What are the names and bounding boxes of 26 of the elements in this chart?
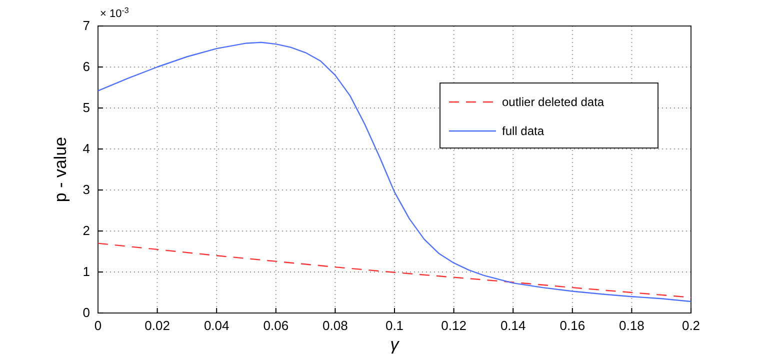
y-tick-label: 1 xyxy=(82,264,90,280)
x-tick-label: 0.16 xyxy=(560,318,586,334)
line-series xyxy=(97,242,692,298)
x-tick-label: 0.2 xyxy=(682,318,700,334)
x-axis-title: γ xyxy=(390,335,400,354)
legend-label: full data xyxy=(502,124,544,138)
y-tick-label: 0 xyxy=(82,305,90,320)
y-tick-label: 2 xyxy=(82,223,90,238)
line-series xyxy=(97,42,692,302)
x-tick-label: 0.12 xyxy=(441,318,466,334)
y-tick-label: 6 xyxy=(82,59,90,74)
y-tick-label: 7 xyxy=(82,18,90,34)
y-tick-label: 5 xyxy=(82,100,90,116)
x-tick-label: 0.1 xyxy=(385,318,404,334)
x-tick-label: 0.14 xyxy=(500,318,526,334)
y-tick-label: 3 xyxy=(82,182,90,198)
y-axis-title: p - value xyxy=(51,136,70,202)
text: × 10$^{-3}$ xyxy=(100,6,130,20)
x-tick-label: 0.08 xyxy=(322,318,348,334)
y-tick-label: 4 xyxy=(82,141,90,156)
x-tick-label: 0.04 xyxy=(204,318,230,334)
legend-label: outlier deleted data xyxy=(502,95,604,109)
x-tick-label: 0.18 xyxy=(619,318,644,334)
x-tick-label: 0.02 xyxy=(144,318,170,334)
x-tick-label: 0.06 xyxy=(263,318,289,334)
x-tick-label: 0 xyxy=(94,318,102,334)
